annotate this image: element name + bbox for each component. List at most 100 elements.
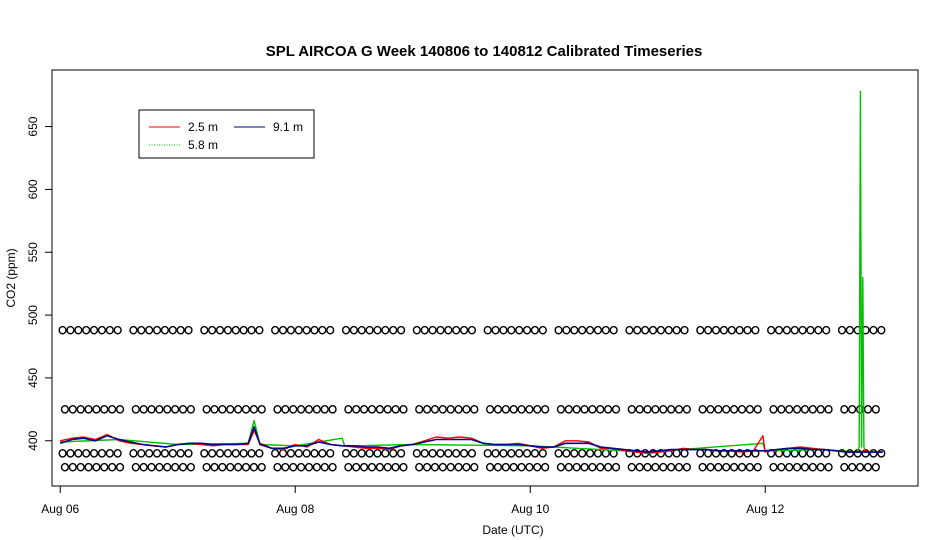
marker-circle — [525, 462, 534, 472]
marker-circle — [672, 325, 681, 335]
marker-circle — [837, 449, 847, 458]
marker-circle — [808, 405, 817, 414]
marker-circle — [68, 462, 77, 472]
marker-circle — [467, 449, 477, 458]
marker-circle — [798, 325, 807, 335]
series-layer — [59, 90, 883, 454]
marker-circle — [814, 325, 823, 335]
marker-circle — [367, 405, 377, 414]
marker-circle — [365, 325, 374, 335]
marker-circle — [507, 325, 516, 335]
marker-circle — [751, 325, 760, 335]
marker-circle — [302, 449, 311, 458]
marker-circle — [611, 462, 621, 472]
marker-circle — [139, 405, 148, 414]
marker-circle — [664, 325, 673, 335]
marker-circle — [178, 405, 188, 414]
marker-circle — [648, 325, 658, 335]
marker-circle — [769, 405, 778, 414]
marker-circle — [656, 449, 666, 458]
marker-circle — [239, 449, 248, 458]
marker-circle — [719, 449, 728, 458]
marker-circle — [491, 325, 500, 335]
marker-circle — [517, 462, 526, 472]
series-line-9-1--m — [59, 426, 883, 453]
marker-circle — [171, 405, 180, 414]
marker-circle — [454, 462, 463, 472]
marker-circle — [635, 405, 644, 414]
marker-circle — [848, 405, 857, 414]
marker-circle — [509, 405, 518, 414]
chart-title: SPL AIRCOA G Week 140806 to 140812 Calib… — [266, 43, 703, 60]
marker-circle — [869, 325, 878, 335]
marker-circle — [840, 462, 849, 472]
marker-circle — [730, 405, 739, 414]
marker-circle — [234, 405, 243, 414]
marker-circle — [273, 405, 282, 414]
marker-circle — [446, 462, 455, 472]
marker-circle — [517, 405, 526, 414]
marker-circle — [806, 325, 815, 335]
marker-circle — [399, 405, 408, 414]
x-tick-label: Aug 08 — [276, 502, 314, 516]
x-tick-label: Aug 06 — [41, 502, 79, 516]
marker-circle — [570, 449, 579, 458]
marker-circle — [375, 405, 384, 414]
marker-circle — [848, 462, 857, 472]
marker-circle — [601, 325, 610, 335]
marker-circle — [767, 325, 776, 335]
marker-circle — [200, 449, 209, 458]
marker-circle — [446, 405, 455, 414]
marker-circle — [588, 405, 597, 414]
marker-circle — [538, 449, 547, 458]
marker-circle — [722, 405, 731, 414]
marker-circle — [297, 405, 306, 414]
marker-circle — [231, 325, 240, 335]
marker-circle — [651, 405, 660, 414]
marker-circle — [800, 462, 810, 472]
marker-circle — [522, 449, 532, 458]
marker-circle — [430, 405, 440, 414]
y-axis-label: CO2 (ppm) — [4, 248, 18, 307]
marker-circle — [596, 462, 605, 472]
marker-circle — [226, 462, 235, 472]
marker-circle — [422, 405, 432, 414]
marker-circle — [147, 405, 156, 414]
marker-circle — [572, 405, 581, 414]
marker-circle — [344, 462, 353, 472]
marker-circle — [659, 462, 668, 472]
marker-circle — [722, 462, 731, 472]
marker-circle — [845, 325, 854, 335]
marker-circle — [218, 405, 227, 414]
marker-circle — [696, 325, 705, 335]
marker-circle — [100, 405, 109, 414]
marker-circle — [483, 325, 492, 335]
marker-circle — [365, 449, 374, 458]
marker-circle — [381, 449, 390, 458]
marker-circle — [208, 325, 217, 335]
marker-circle — [643, 462, 652, 472]
marker-circle — [184, 449, 193, 458]
marker-circle — [822, 325, 831, 335]
marker-circle — [255, 325, 264, 335]
marker-circle — [320, 462, 329, 472]
marker-circle — [367, 462, 377, 472]
marker-circle — [82, 325, 91, 335]
marker-circle — [814, 449, 823, 458]
marker-circle — [507, 449, 516, 458]
marker-circle — [824, 462, 833, 472]
marker-circle — [281, 462, 290, 472]
marker-circle — [359, 462, 369, 472]
marker-circle — [168, 449, 177, 458]
marker-circle — [430, 462, 440, 472]
marker-circle — [871, 462, 880, 472]
marker-circle — [855, 462, 865, 472]
marker-circle — [328, 405, 337, 414]
y-tick-label: 450 — [26, 368, 40, 388]
marker-circle — [397, 449, 406, 458]
marker-circle — [643, 405, 652, 414]
marker-circle — [706, 462, 715, 472]
marker-circle — [131, 405, 140, 414]
marker-circle — [580, 462, 589, 472]
marker-circle — [412, 449, 421, 458]
